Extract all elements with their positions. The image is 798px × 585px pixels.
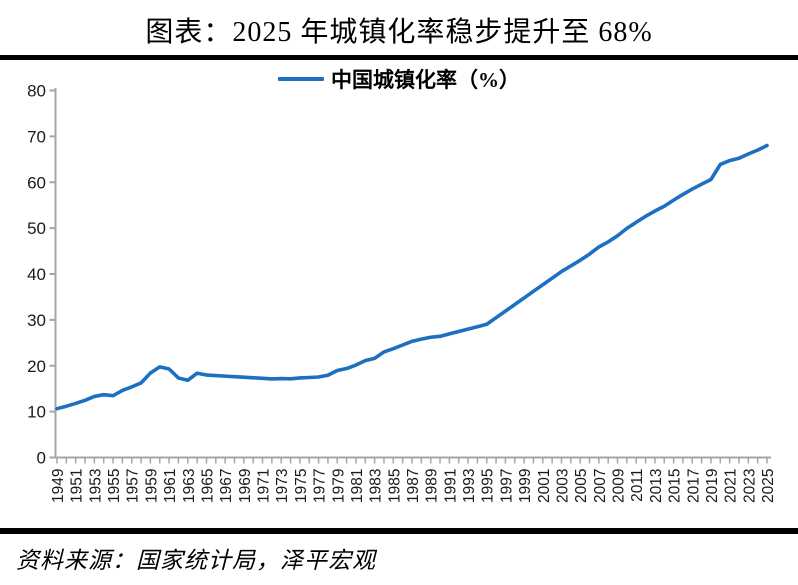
x-tick-label: 2023 — [741, 469, 758, 503]
y-tick-label: 50 — [27, 219, 46, 238]
x-tick-label: 2021 — [723, 469, 740, 503]
x-tick-label: 1959 — [143, 469, 160, 503]
x-tick-label: 1979 — [330, 469, 347, 503]
x-tick-label: 1953 — [87, 469, 104, 503]
x-tick-label: 1949 — [50, 469, 67, 503]
y-tick-label: 80 — [27, 85, 46, 101]
chart-legend: 中国城镇化率（%） — [0, 64, 798, 94]
x-tick-label: 1985 — [386, 469, 403, 503]
source-note: 资料来源：国家统计局，泽平宏观 — [16, 548, 376, 573]
x-tick-label: 1987 — [405, 469, 422, 503]
urbanization-line-chart: 0 10 20 30 40 50 60 70 80 1949 1951 1953 1955 1957 195… — [27, 85, 777, 503]
x-tick-label: 1983 — [368, 469, 385, 503]
x-tick-label: 1991 — [442, 469, 459, 503]
x-tick-label: 2017 — [685, 469, 702, 503]
x-tick-label: 1993 — [461, 469, 478, 503]
x-tick-label: 1989 — [424, 469, 441, 503]
y-tick-label: 20 — [27, 357, 46, 376]
x-tick-label: 1977 — [312, 469, 329, 503]
x-tick-label: 2001 — [536, 469, 553, 503]
legend-line-swatch — [278, 77, 324, 81]
legend-label: 中国城镇化率（%） — [331, 68, 520, 92]
x-tick-label: 1973 — [274, 469, 291, 503]
x-tick-label: 2003 — [554, 469, 571, 503]
x-tick-label: 1957 — [125, 469, 142, 503]
x-tick-label: 1963 — [181, 469, 198, 503]
x-tick-label: 1995 — [480, 468, 497, 502]
x-tick-label: 2009 — [611, 469, 628, 503]
x-tick-label: 2025 — [760, 469, 777, 503]
x-tick-label: 1999 — [517, 469, 534, 503]
x-tick-label: 1955 — [106, 469, 123, 503]
x-tick-label: 1969 — [237, 469, 254, 503]
series-line-china-urbanization-rate — [55, 143, 769, 411]
x-tick-label: 1965 — [199, 469, 216, 503]
x-tick-label: 2007 — [592, 469, 609, 503]
x-tick-label: 2005 — [573, 469, 590, 503]
bottom-divider-rule — [0, 528, 798, 534]
x-tick-label: 1997 — [498, 468, 515, 502]
x-tick-label: 2015 — [667, 469, 684, 503]
y-tick-label: 70 — [27, 127, 46, 146]
chart-title: 图表：2025 年城镇化率稳步提升至 68% — [145, 17, 653, 48]
y-tick-label: 40 — [27, 265, 46, 284]
x-tick-label: 2013 — [648, 469, 665, 503]
y-tick-label: 30 — [27, 311, 46, 330]
x-tick-label: 2019 — [704, 469, 721, 503]
top-divider-rule — [0, 55, 798, 60]
x-tick-label: 1971 — [256, 469, 273, 503]
x-tick-label: 1951 — [69, 469, 86, 503]
x-tick-label: 1975 — [293, 469, 310, 503]
x-tick-label: 1961 — [162, 469, 179, 503]
x-tick-label: 1981 — [349, 469, 366, 503]
y-tick-label: 10 — [27, 403, 46, 422]
y-tick-label: 60 — [27, 173, 46, 192]
x-tick-label: 2011 — [629, 469, 646, 502]
y-tick-label: 0 — [37, 449, 46, 468]
x-tick-label: 1967 — [218, 469, 235, 503]
